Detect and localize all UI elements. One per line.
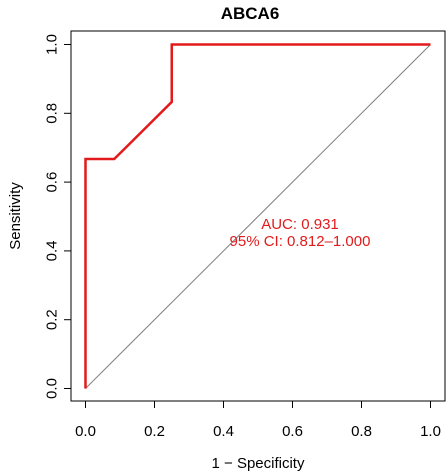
x-tick-label: 1.0: [420, 423, 441, 440]
y-tick-label: 0.4: [44, 240, 61, 261]
x-tick-label: 0.6: [282, 423, 303, 440]
x-axis-label: 1 − Specificity: [212, 455, 305, 472]
reference-diagonal-line: [85, 44, 431, 389]
y-tick-label: 0.8: [44, 103, 61, 124]
reference-line-group: [85, 44, 431, 389]
chart-title: ABCA6: [221, 4, 280, 23]
x-tick-label: 0.2: [144, 423, 165, 440]
series-group: [84, 43, 431, 389]
y-tick-label: 0.0: [44, 378, 61, 399]
x-tick-label: 0.0: [75, 423, 96, 440]
x-tick-label: 0.4: [213, 423, 234, 440]
roc-curve-line: [84, 43, 431, 389]
y-axis-label: Sensitivity: [7, 182, 24, 250]
y-tick-label: 1.0: [44, 34, 61, 55]
y-tick-label: 0.2: [44, 309, 61, 330]
x-tick-label: 0.8: [351, 423, 372, 440]
ci-annotation: 95% CI: 0.812–1.000: [230, 233, 371, 250]
y-tick-label: 0.6: [44, 172, 61, 193]
x-axis: 0.0 0.2 0.4 0.6 0.8 1.0: [75, 400, 441, 440]
auc-annotation: AUC: 0.931: [261, 216, 339, 233]
y-axis: 0.0 0.2 0.4 0.6 0.8 1.0: [44, 34, 72, 399]
